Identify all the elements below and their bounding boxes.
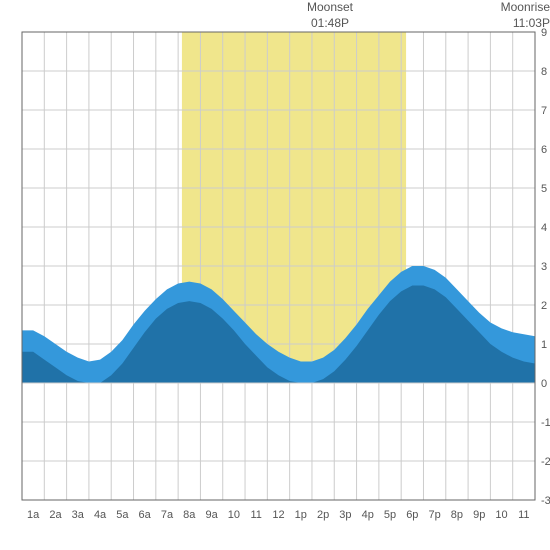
x-tick-label: 8p (451, 509, 463, 521)
x-tick-label: 2a (49, 509, 62, 521)
y-tick-label: 4 (541, 222, 547, 234)
x-tick-label: 9a (205, 509, 218, 521)
x-tick-label: 8a (183, 509, 196, 521)
x-tick-label: 9p (473, 509, 485, 521)
y-tick-label: 5 (541, 183, 547, 195)
y-tick-label: 2 (541, 300, 547, 312)
y-tick-label: 3 (541, 261, 547, 273)
y-tick-label: 7 (541, 105, 547, 117)
moonrise-header: Moonrise 11:03P (490, 0, 550, 31)
x-tick-label: 7p (429, 509, 441, 521)
x-tick-label: 1a (27, 509, 40, 521)
x-tick-label: 4a (94, 509, 107, 521)
moonset-label: Moonset (307, 0, 353, 14)
y-tick-label: -1 (541, 417, 550, 429)
y-tick-label: 6 (541, 144, 547, 156)
moonset-time: 01:48P (311, 16, 349, 30)
x-tick-label: 1p (295, 509, 307, 521)
x-tick-label: 11 (250, 509, 261, 521)
y-tick-label: 0 (541, 378, 547, 390)
x-tick-label: 10 (228, 509, 240, 521)
x-tick-label: 2p (317, 509, 329, 521)
x-tick-label: 3a (72, 509, 85, 521)
moonrise-label: Moonrise (501, 0, 550, 14)
moonrise-time: 11:03P (513, 16, 550, 30)
x-tick-label: 6a (139, 509, 152, 521)
x-tick-label: 7a (161, 509, 174, 521)
tide-chart: Moonset 01:48P Moonrise 11:03P 1a2a3a4a5… (0, 0, 550, 550)
chart-svg: 1a2a3a4a5a6a7a8a9a1011121p2p3p4p5p6p7p8p… (0, 0, 550, 550)
x-tick-label: 5a (116, 509, 129, 521)
x-tick-label: 6p (406, 509, 418, 521)
x-tick-label: 4p (362, 509, 374, 521)
y-tick-label: -3 (541, 495, 550, 507)
y-tick-label: 1 (541, 339, 547, 351)
x-tick-label: 12 (272, 509, 284, 521)
x-tick-label: 3p (339, 509, 351, 521)
x-tick-label: 11 (518, 509, 529, 521)
moonset-header: Moonset 01:48P (290, 0, 370, 31)
y-tick-label: 8 (541, 66, 547, 78)
x-tick-label: 10 (495, 509, 507, 521)
y-tick-label: -2 (541, 456, 550, 468)
x-tick-label: 5p (384, 509, 396, 521)
